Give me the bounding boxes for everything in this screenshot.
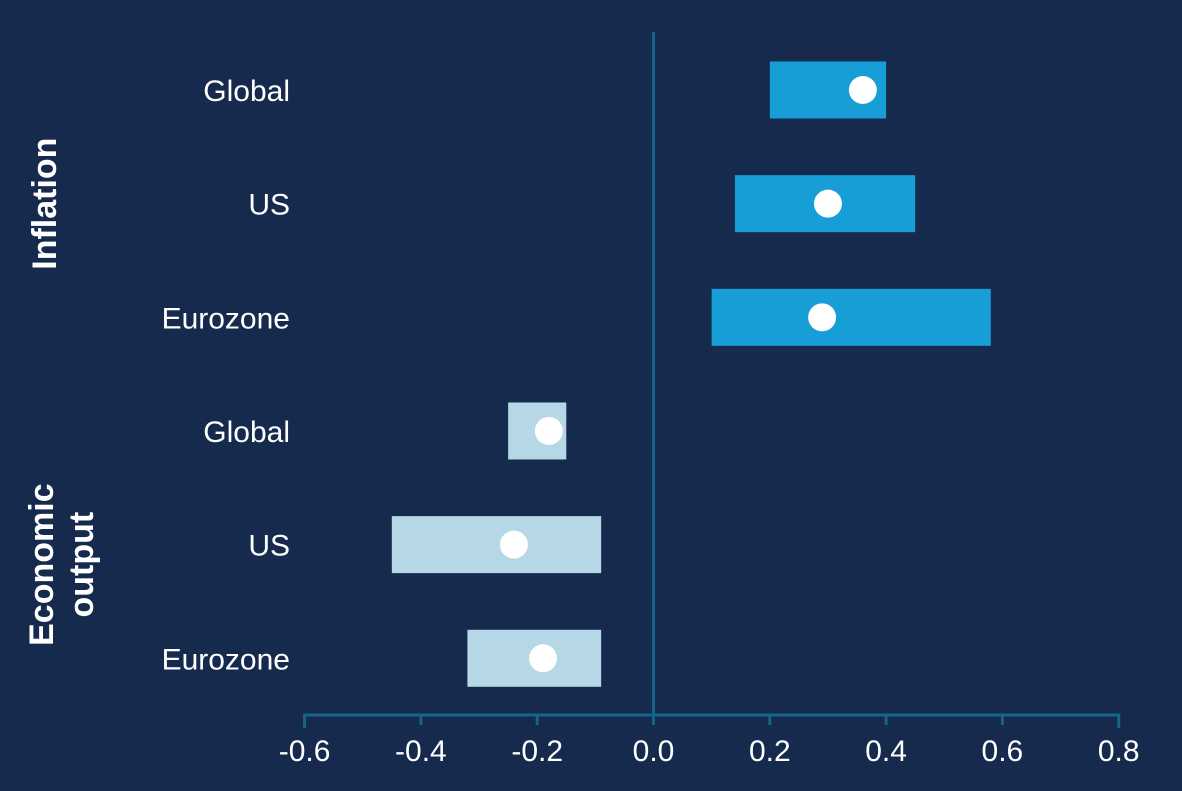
- category-label-inflation-eurozone: Eurozone: [162, 302, 290, 335]
- x-axis-tick-label-0: -0.6: [279, 735, 331, 768]
- group-label-economic-output-line-2: output: [63, 512, 101, 618]
- x-axis-tick-label-3: 0.0: [633, 735, 675, 768]
- point-estimate-dot-inflation-eurozone: [808, 303, 837, 332]
- point-estimate-dot-inflation-global: [848, 76, 877, 104]
- category-label-economic-output-us: US: [248, 530, 290, 563]
- x-axis-tick-label-2: -0.2: [511, 735, 563, 768]
- x-axis-tick-label-5: 0.4: [865, 735, 907, 768]
- range-bar-economic-output-us: [391, 516, 602, 574]
- point-estimate-dot-inflation-us: [813, 189, 842, 218]
- x-axis-tick-label-7: 0.8: [1098, 735, 1140, 768]
- x-axis-tick-label-1: -0.4: [395, 735, 447, 768]
- point-estimate-dot-economic-output-us: [499, 530, 528, 559]
- range-bar-inflation-eurozone: [711, 288, 991, 346]
- category-label-economic-output-global: Global: [203, 416, 290, 449]
- category-label-inflation-global: Global: [203, 75, 290, 108]
- group-label-inflation: Inflation: [26, 138, 64, 270]
- point-estimate-dot-economic-output-global: [534, 416, 563, 445]
- point-estimate-dot-economic-output-eurozone: [529, 644, 558, 673]
- category-label-inflation-us: US: [248, 189, 290, 222]
- group-label-economic-output-line-1: Economic: [23, 483, 61, 645]
- x-axis-tick-label-6: 0.6: [982, 735, 1024, 768]
- category-label-economic-output-eurozone: Eurozone: [162, 643, 290, 676]
- x-axis-tick-label-4: 0.2: [749, 735, 791, 768]
